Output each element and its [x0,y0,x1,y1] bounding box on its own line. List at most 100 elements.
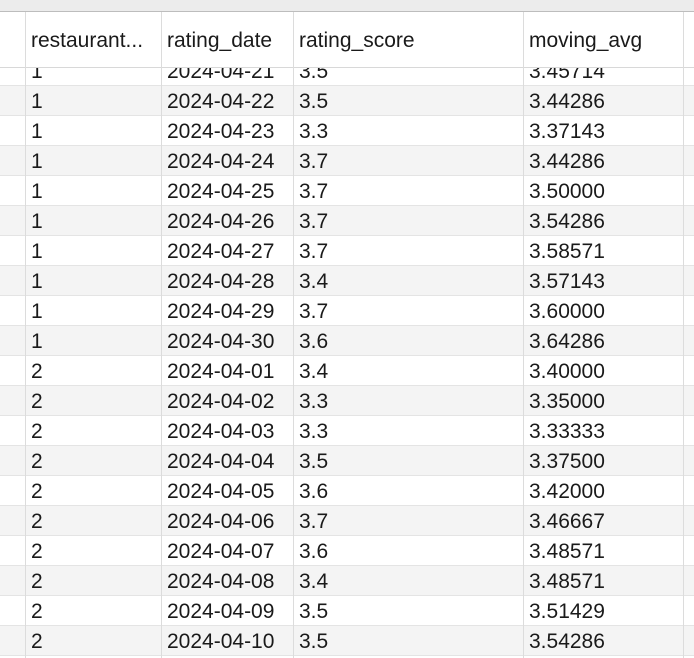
cell-rating-score[interactable]: 3.7 [299,510,329,533]
cell-moving-avg[interactable]: 3.58571 [529,240,605,263]
cell-moving-avg[interactable]: 3.57143 [529,270,605,293]
cell-restaurant[interactable]: 1 [31,330,43,353]
cell-rating-date[interactable]: 2024-04-05 [167,480,275,503]
table-row[interactable]: 2 2024-04-08 3.4 3.48571 [0,566,694,596]
column-header-rating-date[interactable]: rating_date [167,29,273,52]
table-row[interactable]: 2 2024-04-07 3.6 3.48571 [0,536,694,566]
cell-rating-date[interactable]: 2024-04-24 [167,150,275,173]
cell-moving-avg[interactable]: 3.48571 [529,540,605,563]
cell-moving-avg[interactable]: 3.48571 [529,570,605,593]
column-divider[interactable] [161,12,162,658]
cell-rating-date[interactable]: 2024-04-07 [167,540,275,563]
table-row[interactable]: 1 2024-04-25 3.7 3.50000 [0,176,694,206]
cell-restaurant[interactable]: 2 [31,420,43,443]
cell-restaurant[interactable]: 2 [31,570,43,593]
cell-rating-score[interactable]: 3.4 [299,570,329,593]
cell-moving-avg[interactable]: 3.44286 [529,150,605,173]
cell-moving-avg[interactable]: 3.40000 [529,360,605,383]
table-row[interactable]: 2 2024-04-10 3.5 3.54286 [0,626,694,656]
cell-moving-avg[interactable]: 3.44286 [529,90,605,113]
cell-rating-date[interactable]: 2024-04-04 [167,450,275,473]
cell-rating-score[interactable]: 3.7 [299,240,329,263]
cell-rating-date[interactable]: 2024-04-30 [167,330,275,353]
table-row[interactable]: 2 2024-04-04 3.5 3.37500 [0,446,694,476]
table-row[interactable]: 1 2024-04-23 3.3 3.37143 [0,116,694,146]
cell-rating-date[interactable]: 2024-04-02 [167,390,275,413]
table-row[interactable]: 2 2024-04-05 3.6 3.42000 [0,476,694,506]
cell-rating-score[interactable]: 3.3 [299,120,329,143]
table-row[interactable]: 2 2024-04-06 3.7 3.46667 [0,506,694,536]
table-row[interactable]: 1 2024-04-26 3.7 3.54286 [0,206,694,236]
cell-moving-avg[interactable]: 3.46667 [529,510,605,533]
cell-rating-score[interactable]: 3.7 [299,180,329,203]
cell-restaurant[interactable]: 2 [31,630,43,653]
cell-rating-date[interactable]: 2024-04-27 [167,240,275,263]
cell-moving-avg[interactable]: 3.54286 [529,210,605,233]
cell-rating-score[interactable]: 3.6 [299,480,329,503]
column-divider[interactable] [523,12,524,658]
column-header-moving-avg[interactable]: moving_avg [529,29,643,52]
cell-rating-date[interactable]: 2024-04-29 [167,300,275,323]
cell-restaurant[interactable]: 2 [31,540,43,563]
cell-rating-score[interactable]: 3.4 [299,270,329,293]
cell-restaurant[interactable]: 1 [31,240,43,263]
cell-rating-date[interactable]: 2024-04-28 [167,270,275,293]
cell-moving-avg[interactable]: 3.37500 [529,450,605,473]
cell-restaurant[interactable]: 1 [31,150,43,173]
cell-restaurant[interactable]: 1 [31,300,43,323]
cell-rating-score[interactable]: 3.3 [299,390,329,413]
column-divider[interactable] [25,12,26,658]
cell-rating-score[interactable]: 3.5 [299,600,329,623]
cell-rating-score[interactable]: 3.5 [299,450,329,473]
table-row[interactable]: 1 2024-04-27 3.7 3.58571 [0,236,694,266]
cell-moving-avg[interactable]: 3.51429 [529,600,605,623]
cell-moving-avg[interactable]: 3.60000 [529,300,605,323]
column-header-rating-score[interactable]: rating_score [299,29,415,52]
results-grid[interactable]: 1 2024-04-21 3.5 3.45714 1 2024-04-22 3.5 3.442… [0,12,694,658]
cell-moving-avg[interactable]: 3.35000 [529,390,605,413]
cell-rating-score[interactable]: 3.7 [299,150,329,173]
table-row[interactable]: 1 2024-04-24 3.7 3.44286 [0,146,694,176]
cell-restaurant[interactable]: 2 [31,450,43,473]
table-row[interactable]: 2 2024-04-01 3.4 3.40000 [0,356,694,386]
table-row[interactable]: 1 2024-04-28 3.4 3.57143 [0,266,694,296]
table-row[interactable]: 1 2024-04-22 3.5 3.44286 [0,86,694,116]
cell-restaurant[interactable]: 1 [31,120,43,143]
cell-moving-avg[interactable]: 3.37143 [529,120,605,143]
cell-moving-avg[interactable]: 3.33333 [529,420,605,443]
cell-moving-avg[interactable]: 3.54286 [529,630,605,653]
cell-rating-date[interactable]: 2024-04-10 [167,630,275,653]
cell-restaurant[interactable]: 1 [31,180,43,203]
cell-restaurant[interactable]: 1 [31,90,43,113]
cell-rating-date[interactable]: 2024-04-08 [167,570,275,593]
column-header-restaurant[interactable]: restaurant... [31,29,144,52]
cell-rating-date[interactable]: 2024-04-26 [167,210,275,233]
cell-rating-score[interactable]: 3.7 [299,300,329,323]
cell-restaurant[interactable]: 1 [31,60,43,83]
cell-rating-date[interactable]: 2024-04-23 [167,120,275,143]
cell-rating-score[interactable]: 3.3 [299,420,329,443]
cell-restaurant[interactable]: 2 [31,510,43,533]
cell-rating-date[interactable]: 2024-04-22 [167,90,275,113]
table-row[interactable]: 2 2024-04-02 3.3 3.35000 [0,386,694,416]
cell-restaurant[interactable]: 2 [31,480,43,503]
cell-moving-avg[interactable]: 3.50000 [529,180,605,203]
table-row[interactable]: 1 2024-04-30 3.6 3.64286 [0,326,694,356]
column-divider[interactable] [683,12,684,658]
column-divider[interactable] [293,12,294,658]
cell-restaurant[interactable]: 2 [31,390,43,413]
cell-rating-date[interactable]: 2024-04-25 [167,180,275,203]
table-row[interactable]: 2 2024-04-09 3.5 3.51429 [0,596,694,626]
cell-rating-date[interactable]: 2024-04-06 [167,510,275,533]
table-row[interactable]: 2 2024-04-03 3.3 3.33333 [0,416,694,446]
cell-rating-score[interactable]: 3.6 [299,540,329,563]
table-row[interactable]: 1 2024-04-29 3.7 3.60000 [0,296,694,326]
cell-restaurant[interactable]: 2 [31,600,43,623]
cell-rating-score[interactable]: 3.5 [299,90,329,113]
cell-rating-date[interactable]: 2024-04-01 [167,360,275,383]
cell-rating-score[interactable]: 3.6 [299,330,329,353]
cell-rating-date[interactable]: 2024-04-03 [167,420,275,443]
cell-moving-avg[interactable]: 3.64286 [529,330,605,353]
cell-rating-score[interactable]: 3.7 [299,210,329,233]
cell-restaurant[interactable]: 1 [31,270,43,293]
